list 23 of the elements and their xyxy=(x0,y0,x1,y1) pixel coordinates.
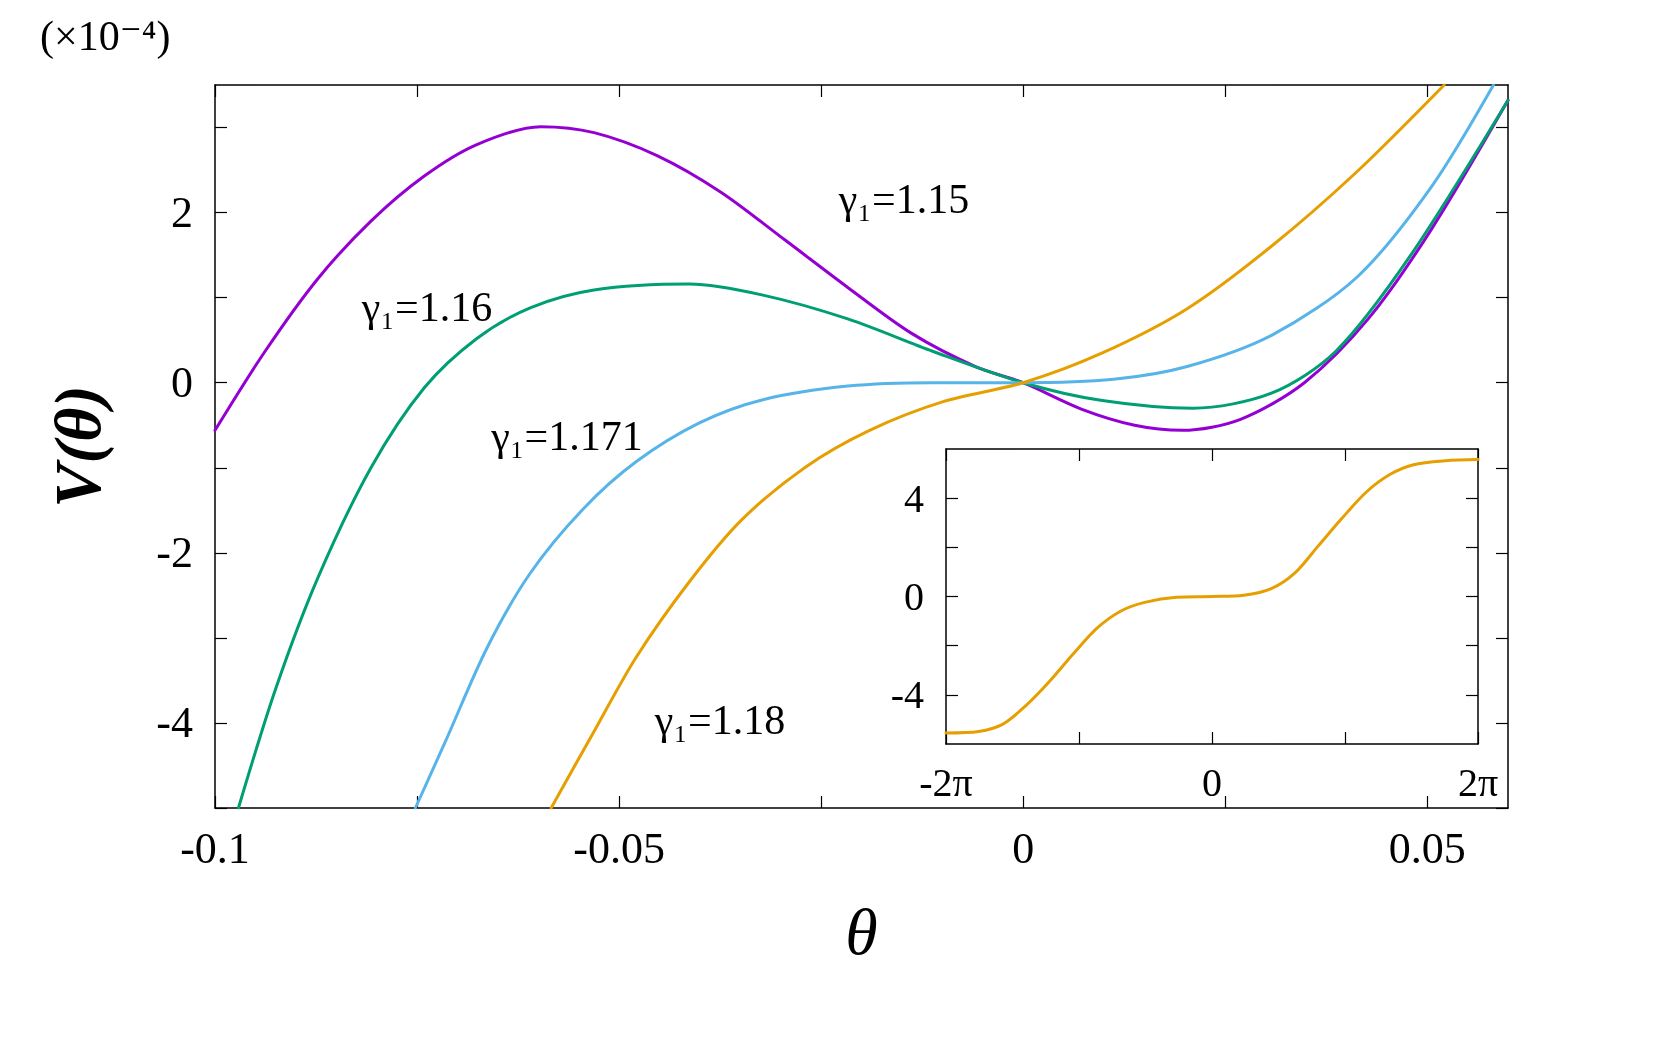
y-tick-label: -4 xyxy=(890,672,924,718)
y-axis-title: V(θ) xyxy=(40,385,115,508)
series-label: γ₁=1.18 xyxy=(653,697,786,743)
series-label: γ₁=1.171 xyxy=(490,413,643,459)
x-tick-label: 0 xyxy=(1202,759,1222,805)
x-tick-label: 2π xyxy=(1457,759,1499,805)
x-axis-title: θ xyxy=(845,894,878,968)
x-tick-label: 0 xyxy=(1012,823,1035,873)
y-tick-label: -4 xyxy=(156,698,193,748)
line-series xyxy=(236,98,1510,810)
series-label: γ₁=1.15 xyxy=(837,176,970,222)
y-tick-label: 0 xyxy=(171,358,193,408)
x-tick-label: -2π xyxy=(919,759,973,805)
series-label: γ₁=1.16 xyxy=(360,284,493,330)
line-series xyxy=(944,458,1480,735)
y-tick-label: -2 xyxy=(156,528,193,578)
y-tick-label: 2 xyxy=(171,188,193,238)
x-tick-label: 0.05 xyxy=(1388,823,1466,873)
x-tick-label: -0.1 xyxy=(180,823,250,873)
y-tick-label: 4 xyxy=(904,475,924,521)
y-tick-label: 0 xyxy=(904,574,924,619)
text: (×10⁻⁴) xyxy=(40,13,171,60)
x-tick-label: -0.05 xyxy=(573,823,665,873)
